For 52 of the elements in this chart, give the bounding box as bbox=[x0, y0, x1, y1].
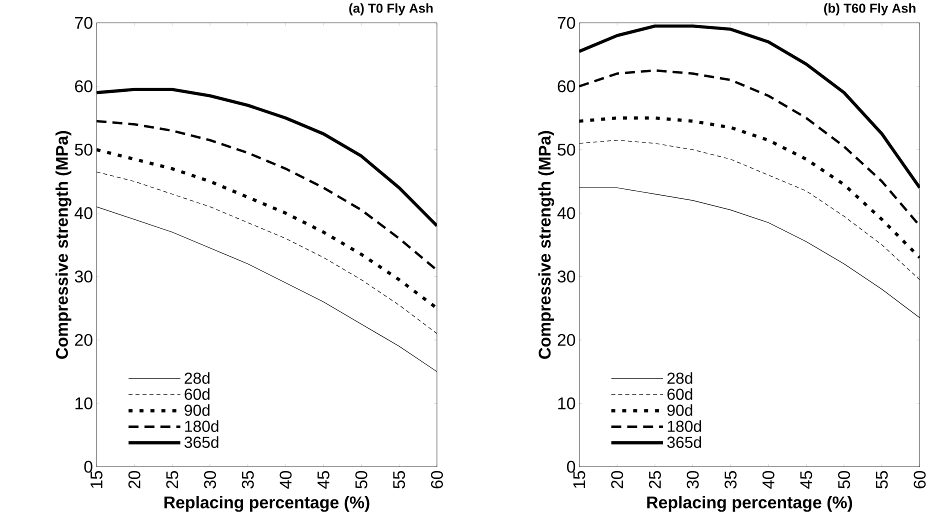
legend-label: 60d bbox=[667, 388, 692, 400]
x-tick-label: 20 bbox=[611, 471, 624, 489]
legend-label: 28d bbox=[667, 372, 692, 384]
x-tick-label: 40 bbox=[280, 471, 292, 489]
x-tick-label: 40 bbox=[762, 471, 774, 489]
x-tick-label: 45 bbox=[318, 471, 330, 489]
legend-label: 180d bbox=[668, 420, 702, 432]
legend-label: 90d bbox=[184, 404, 210, 416]
x-tick-label: 30 bbox=[686, 471, 699, 489]
y-tick-label: 50 bbox=[74, 144, 92, 156]
y-tick-label: 10 bbox=[558, 398, 576, 410]
legend-label: 180d bbox=[185, 420, 218, 432]
legend-label: 365d bbox=[184, 436, 218, 448]
x-tick-label: 50 bbox=[355, 471, 368, 489]
x-axis-title: Replacing percentage (%) bbox=[164, 496, 370, 512]
legend-label: 28d bbox=[184, 372, 210, 384]
legend-label: 365d bbox=[667, 436, 702, 448]
x-tick-label: 20 bbox=[128, 471, 140, 489]
y-tick-label: 0 bbox=[567, 461, 576, 474]
x-tick-label: 60 bbox=[914, 471, 926, 489]
legend-label: 90d bbox=[667, 404, 692, 416]
x-tick-label: 35 bbox=[242, 471, 254, 489]
x-tick-label: 45 bbox=[800, 471, 812, 489]
y-tick-label: 60 bbox=[558, 80, 576, 93]
x-tick-label: 50 bbox=[838, 471, 850, 489]
x-tick-label: 55 bbox=[876, 471, 888, 489]
chart-title: (b) T60 Fly Ash bbox=[824, 4, 916, 16]
x-axis-title: Replacing percentage (%) bbox=[647, 496, 852, 512]
y-tick-label: 40 bbox=[557, 207, 576, 220]
y-tick-label: 70 bbox=[75, 17, 92, 30]
y-tick-label: 0 bbox=[84, 461, 92, 474]
x-tick-label: 25 bbox=[166, 471, 178, 489]
x-tick-label: 15 bbox=[573, 471, 586, 488]
y-tick-label: 10 bbox=[76, 398, 92, 410]
x-tick-label: 15 bbox=[90, 471, 102, 488]
y-axis-title: Compressive strength (MPa) bbox=[538, 131, 554, 360]
y-axis-title: Compressive strength (MPa) bbox=[56, 131, 72, 360]
y-tick-label: 20 bbox=[558, 334, 576, 346]
y-tick-label: 60 bbox=[75, 80, 92, 93]
x-tick-label: 35 bbox=[724, 471, 737, 489]
x-tick-label: 55 bbox=[393, 471, 406, 489]
chart-title: (a) T0 Fly Ash bbox=[349, 4, 433, 16]
y-tick-label: 20 bbox=[75, 334, 92, 346]
legend-label: 60d bbox=[184, 388, 210, 400]
y-tick-label: 30 bbox=[74, 270, 92, 283]
y-tick-label: 30 bbox=[558, 270, 576, 283]
y-tick-label: 40 bbox=[74, 207, 92, 220]
x-tick-label: 30 bbox=[204, 471, 216, 489]
y-tick-label: 50 bbox=[558, 144, 576, 156]
y-tick-label: 70 bbox=[558, 17, 576, 30]
x-tick-label: 60 bbox=[430, 471, 443, 489]
x-tick-label: 25 bbox=[648, 471, 661, 489]
